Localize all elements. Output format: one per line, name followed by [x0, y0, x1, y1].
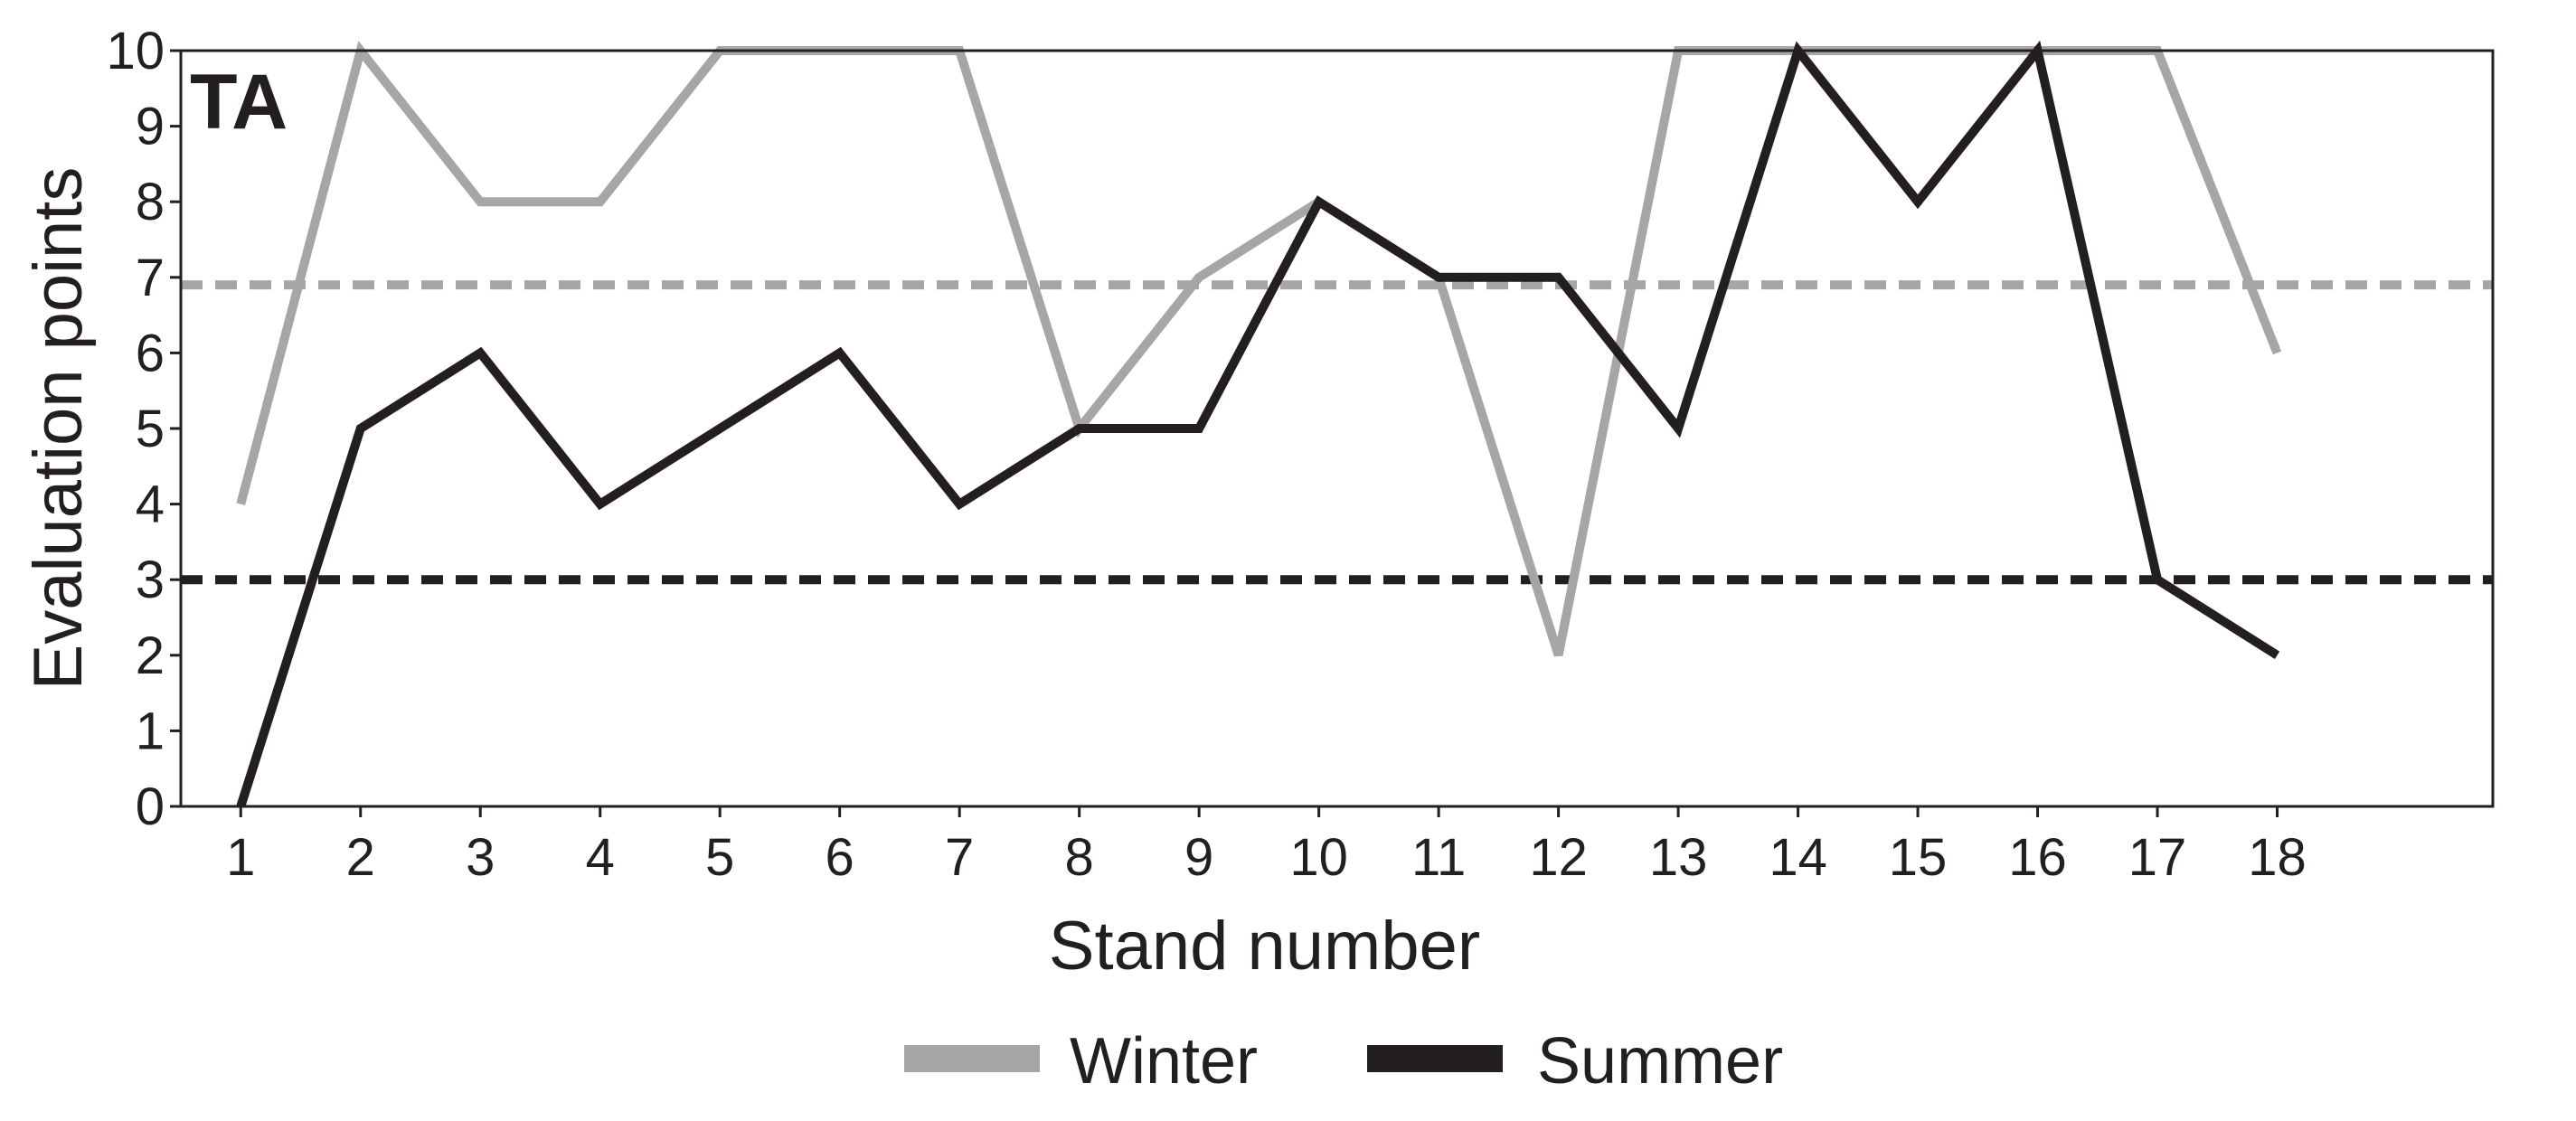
y-tick-label: 7 — [136, 249, 165, 307]
x-tick-label: 3 — [466, 828, 495, 887]
y-axis-title: Evaluation points — [20, 167, 97, 691]
y-tick-label: 2 — [136, 626, 165, 685]
x-tick-label: 9 — [1184, 828, 1213, 887]
x-axis: 1 2 3 4 5 6 7 8 9 10 11 12 13 14 15 16 17 18 — [226, 806, 2307, 887]
y-tick-label: 1 — [136, 702, 165, 760]
x-tick-label: 12 — [1529, 828, 1588, 887]
x-tick-label: 8 — [1065, 828, 1094, 887]
x-tick-label: 15 — [1889, 828, 1948, 887]
x-tick-label: 5 — [705, 828, 734, 887]
x-tick-label: 6 — [826, 828, 854, 887]
summer-legend-label: Summer — [1537, 1025, 1783, 1097]
summer-legend-swatch — [1367, 1045, 1503, 1072]
winter-legend-swatch — [904, 1045, 1040, 1072]
x-tick-label: 2 — [346, 828, 375, 887]
summer-series-line — [236, 40, 2280, 808]
x-tick-label: 17 — [2128, 828, 2187, 887]
y-tick-label: 10 — [106, 22, 165, 80]
y-tick-label: 8 — [136, 173, 165, 231]
y-tick-label: 6 — [136, 324, 165, 382]
x-tick-label: 13 — [1649, 828, 1708, 887]
x-tick-label: 16 — [2008, 828, 2067, 887]
legend: Winter Summer — [904, 1025, 1783, 1097]
x-tick-label: 14 — [1769, 828, 1827, 887]
x-tick-label: 18 — [2248, 828, 2307, 887]
x-tick-label: 10 — [1289, 828, 1348, 887]
winter-legend-label: Winter — [1070, 1025, 1258, 1097]
x-tick-label: 4 — [586, 828, 615, 887]
y-tick-label: 9 — [136, 98, 165, 156]
y-tick-label: 3 — [136, 551, 165, 609]
y-tick-label: 0 — [136, 777, 165, 836]
x-tick-label: 7 — [945, 828, 974, 887]
mean-lines — [181, 280, 2493, 585]
y-tick-label: 4 — [136, 476, 165, 534]
x-tick-label: 1 — [226, 828, 255, 887]
y-tick-label: 5 — [136, 400, 165, 458]
x-tick-label: 11 — [1411, 828, 1466, 887]
panel-label: TA — [190, 59, 288, 146]
y-axis: 0 1 2 3 4 5 6 7 8 9 10 — [106, 22, 181, 836]
x-axis-title: Stand number — [1049, 908, 1480, 984]
